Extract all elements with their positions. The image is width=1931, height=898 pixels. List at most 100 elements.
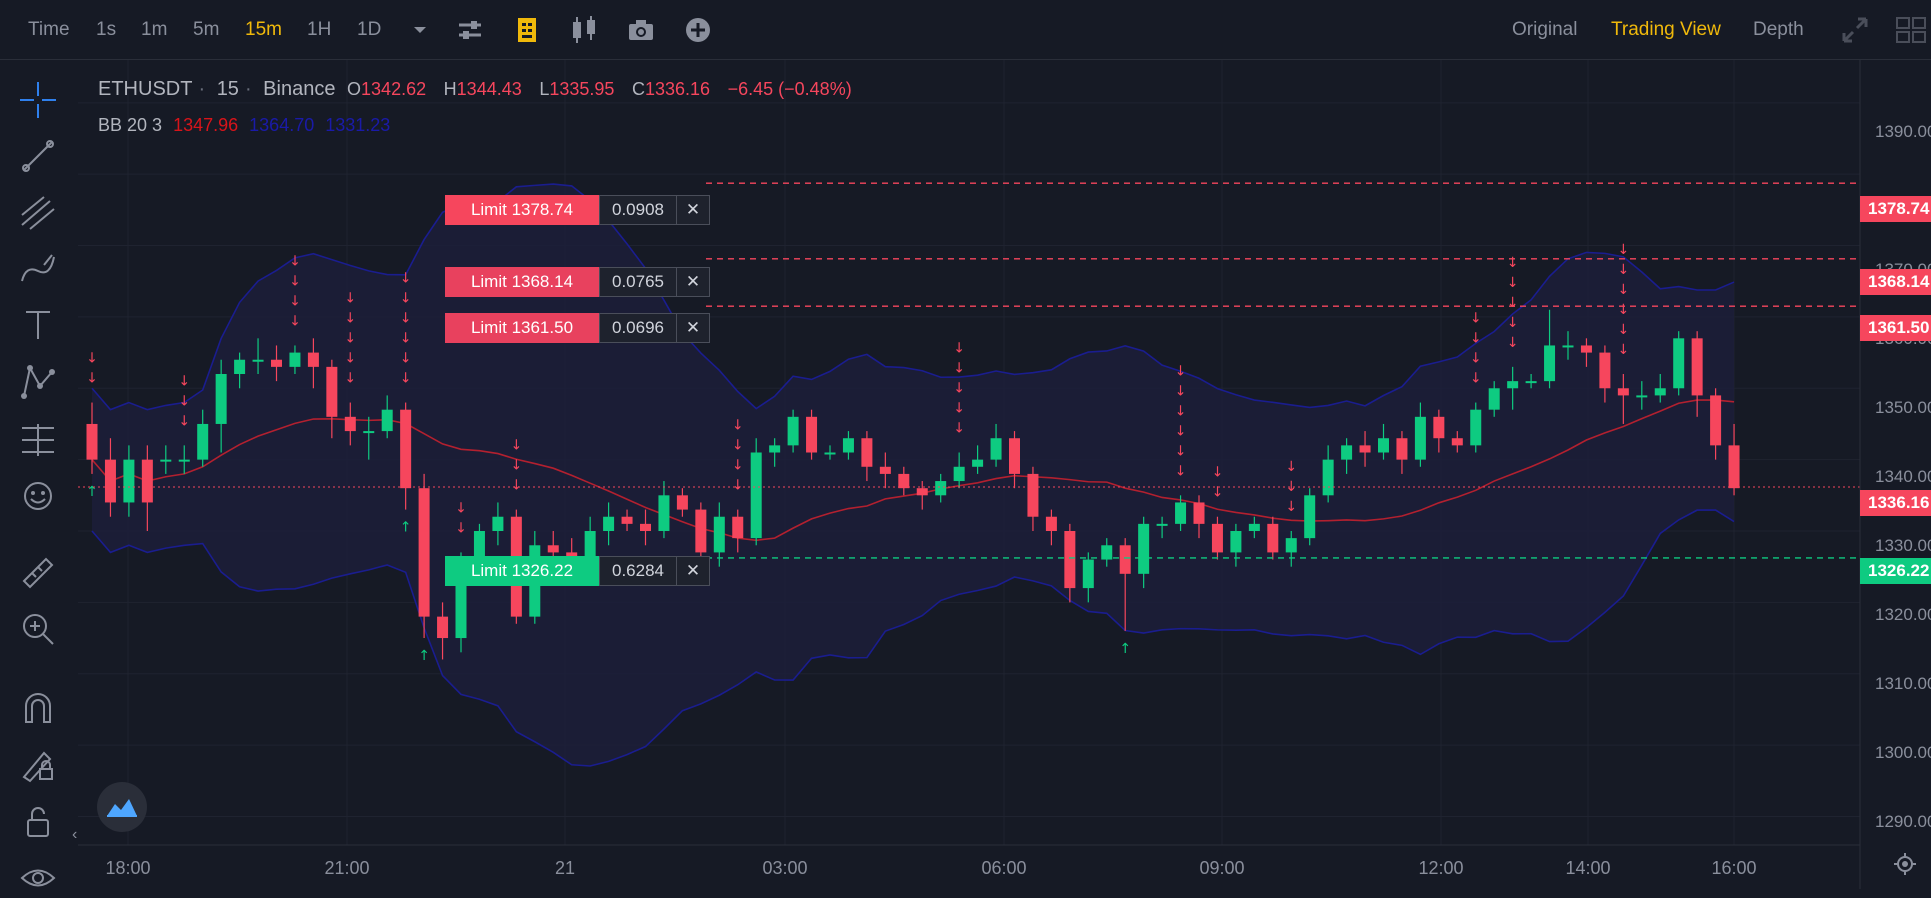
order-label[interactable]: Limit 1368.14 xyxy=(445,267,599,297)
order-sell-1[interactable]: Limit 1378.74 0.0908 ✕ xyxy=(445,195,710,225)
expand-icon[interactable] xyxy=(1839,14,1871,46)
view-depth[interactable]: Depth xyxy=(1753,19,1804,40)
sell-arrow: ↓ xyxy=(1507,335,1519,351)
zoom-in-icon[interactable] xyxy=(18,609,58,649)
scroll-left-icon[interactable]: ‹ xyxy=(72,826,78,843)
fib-icon[interactable] xyxy=(18,193,58,233)
sell-arrow: ↓ xyxy=(344,331,356,347)
change-value: −6.45 (−0.48%) xyxy=(727,79,852,99)
close-icon[interactable]: ✕ xyxy=(677,313,710,343)
interval-1m[interactable]: 1m xyxy=(141,19,168,40)
last-price-tag: 1336.16 xyxy=(1860,490,1931,516)
sell-arrow: ↓ xyxy=(510,458,522,474)
sell-arrow: ↓ xyxy=(1507,255,1519,271)
candle-body xyxy=(1119,545,1131,574)
indicators-icon[interactable] xyxy=(454,14,486,46)
interval-1d[interactable]: 1D xyxy=(357,19,382,40)
interval-15m[interactable]: 15m xyxy=(245,19,282,40)
candle-body xyxy=(916,488,928,496)
candle-body xyxy=(1101,545,1113,560)
chevron-down-icon[interactable] xyxy=(404,14,436,46)
sell-arrow: ↓ xyxy=(86,371,98,387)
candle-body xyxy=(123,459,135,503)
sell-arrow: ↓ xyxy=(400,331,412,347)
ruler-icon[interactable] xyxy=(18,553,58,593)
sell-arrow: ↓ xyxy=(289,313,301,329)
lock-drawing-icon[interactable] xyxy=(18,745,58,785)
interval-1h[interactable]: 1H xyxy=(307,19,332,40)
interval-1s[interactable]: 1s xyxy=(96,19,117,40)
close-icon[interactable]: ✕ xyxy=(677,195,710,225)
view-trading-view[interactable]: Trading View xyxy=(1611,19,1721,40)
sell-arrow: ↓ xyxy=(1285,499,1297,515)
candle-body xyxy=(769,445,781,453)
add-icon[interactable] xyxy=(682,14,714,46)
sell-arrow: ↓ xyxy=(732,418,744,434)
trend-line-icon[interactable] xyxy=(18,136,58,176)
x-tick: 09:00 xyxy=(1199,858,1245,878)
candle-body xyxy=(640,523,651,531)
template-icon[interactable] xyxy=(511,14,543,46)
sell-arrow: ↓ xyxy=(178,393,190,409)
sell-arrow: ↓ xyxy=(953,361,965,377)
sell-arrow: ↓ xyxy=(1175,423,1187,439)
candle-body xyxy=(271,359,282,367)
time-label[interactable]: Time xyxy=(28,19,70,40)
brush-icon[interactable] xyxy=(18,249,58,289)
order-qty[interactable]: 0.0908 xyxy=(599,195,677,225)
sell-arrow: ↓ xyxy=(1470,311,1482,327)
candle-body xyxy=(1267,523,1279,553)
tradingview-logo-icon[interactable] xyxy=(97,782,147,832)
order-label[interactable]: Limit 1361.50 xyxy=(445,313,599,343)
sell-arrow: ↓ xyxy=(1507,275,1519,291)
order-qty[interactable]: 0.0696 xyxy=(599,313,677,343)
close-icon[interactable]: ✕ xyxy=(677,267,710,297)
view-original[interactable]: Original xyxy=(1512,19,1578,40)
candle-body xyxy=(1378,438,1389,453)
candle-body xyxy=(1304,495,1316,539)
eye-icon[interactable] xyxy=(18,858,58,898)
sell-arrow: ↓ xyxy=(732,438,744,454)
crosshair-icon[interactable] xyxy=(18,80,58,120)
settings-gear-icon[interactable] xyxy=(1893,852,1917,881)
bb-legend: BB 20 3 1347.96 1364.70 1331.23 xyxy=(98,115,396,136)
interval-5m[interactable]: 5m xyxy=(193,19,220,40)
sell-arrow: ↓ xyxy=(1470,331,1482,347)
bollinger-bands xyxy=(91,183,1735,767)
candle-body xyxy=(1710,395,1722,446)
unlock-icon[interactable] xyxy=(18,802,58,842)
text-icon[interactable] xyxy=(18,305,58,345)
candle-body xyxy=(1544,345,1556,382)
sell-arrow: ↓ xyxy=(1175,463,1187,479)
magnet-icon[interactable] xyxy=(18,688,58,728)
order-sell-2[interactable]: Limit 1368.14 0.0765 ✕ xyxy=(445,267,710,297)
order-label[interactable]: Limit 1326.22 xyxy=(445,556,599,586)
layout-icon[interactable] xyxy=(1895,14,1927,46)
emoji-icon[interactable] xyxy=(18,476,58,516)
candle-body xyxy=(307,352,319,367)
candle-body xyxy=(1248,523,1260,531)
close-icon[interactable]: ✕ xyxy=(677,556,710,586)
candle-body xyxy=(289,352,301,367)
sell-arrow: ↓ xyxy=(1507,295,1519,311)
y-tick: 1290.00 xyxy=(1875,812,1931,831)
low-label: L xyxy=(539,79,550,99)
pattern-icon[interactable] xyxy=(18,362,58,402)
order-price-tag: 1361.50 xyxy=(1860,315,1931,341)
candle-body xyxy=(658,495,670,531)
order-sell-3[interactable]: Limit 1361.50 0.0696 ✕ xyxy=(445,313,710,343)
high-value: 1344.43 xyxy=(456,79,522,99)
y-tick: 1350.00 xyxy=(1875,398,1931,417)
forecast-icon[interactable] xyxy=(18,420,58,460)
camera-icon[interactable] xyxy=(625,14,657,46)
order-buy-1[interactable]: Limit 1326.22 0.6284 ✕ xyxy=(445,556,710,586)
order-label[interactable]: Limit 1378.74 xyxy=(445,195,599,225)
sell-arrow: ↓ xyxy=(1285,459,1297,475)
order-price-tag: 1368.14 xyxy=(1860,269,1931,295)
sell-arrow: ↓ xyxy=(1617,262,1629,278)
order-qty[interactable]: 0.0765 xyxy=(599,267,677,297)
sell-arrow: ↓ xyxy=(1470,351,1482,367)
candle-body xyxy=(953,466,965,482)
candle-style-icon[interactable] xyxy=(568,14,600,46)
order-qty[interactable]: 0.6284 xyxy=(599,556,677,586)
